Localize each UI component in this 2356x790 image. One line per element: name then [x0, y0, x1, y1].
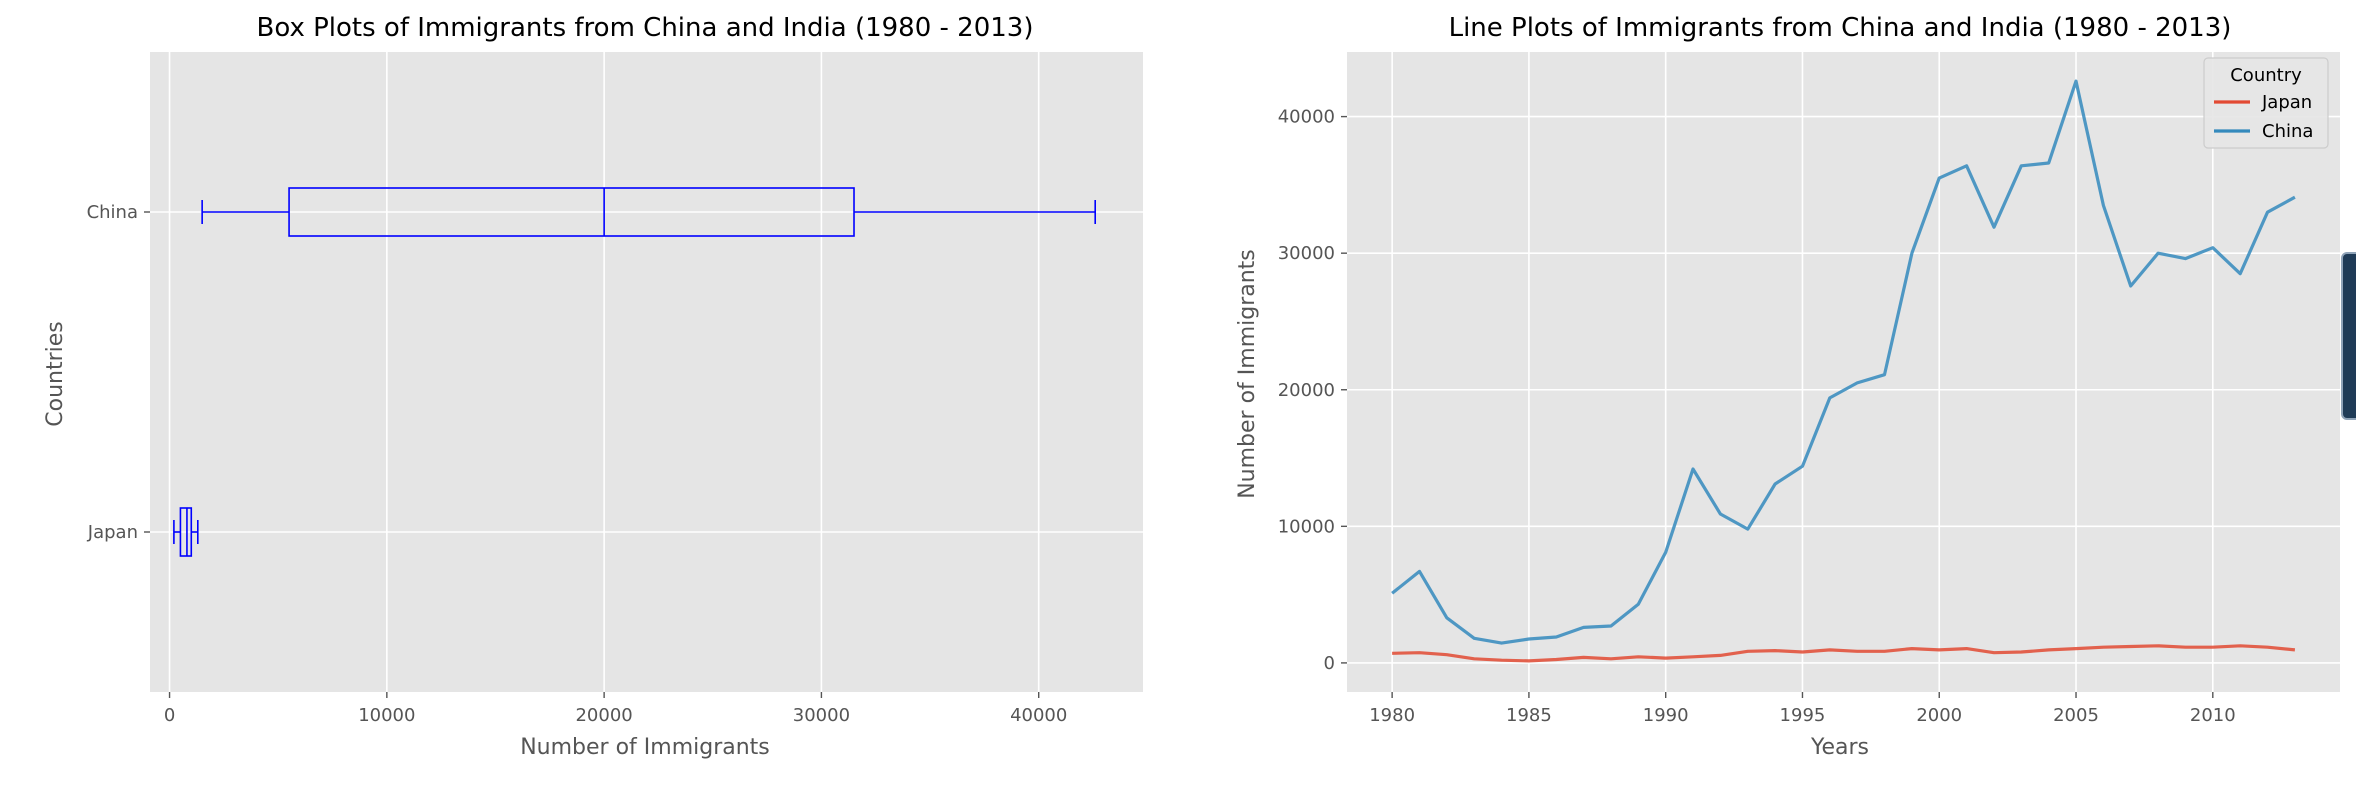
box-iqr [288, 187, 855, 237]
box-x-tick-label: 20000 [575, 705, 632, 726]
series-line-japan [1392, 644, 2296, 663]
box-plot-area: 0 10000 20000 30000 40000 Japan China [87, 52, 1143, 726]
side-panel-tab[interactable] [2341, 252, 2356, 420]
box-y-tick-label: China [87, 202, 138, 223]
box-y-tick-label: Japan [87, 522, 138, 543]
box-japan [173, 507, 199, 557]
legend-title: Country [2230, 65, 2302, 86]
box-plot-background [150, 52, 1143, 692]
box-y-axis-label: Countries [43, 321, 68, 427]
line-x-tick-label: 2000 [1916, 705, 1962, 726]
line-y-tick-label: 10000 [1278, 516, 1335, 537]
legend: Country Japan China [2203, 57, 2329, 149]
series-line-china [1391, 79, 2296, 645]
line-chart-title: Line Plots of Immigrants from China and … [1449, 13, 2232, 43]
line-x-tick-label: 1995 [1780, 705, 1826, 726]
box-x-tick-label: 30000 [793, 705, 850, 726]
box-x-axis-label: Number of Immigrants [520, 735, 770, 760]
line-x-tick-label: 1985 [1506, 705, 1552, 726]
box-china [201, 187, 1096, 237]
line-x-tick-label: 2010 [2190, 705, 2236, 726]
legend-label-japan: Japan [2261, 92, 2312, 113]
box-x-tick-label: 10000 [358, 705, 415, 726]
line-y-tick-label: 30000 [1278, 243, 1335, 264]
line-x-tick-label: 1980 [1369, 705, 1415, 726]
line-y-axis-label: Number of Immigrants [1235, 249, 1260, 499]
line-x-axis-label: Years [1810, 735, 1869, 760]
line-y-tick-label: 40000 [1278, 107, 1335, 128]
line-x-tick-label: 1990 [1643, 705, 1689, 726]
box-x-tick-label: 0 [164, 705, 175, 726]
line-y-tick-label: 20000 [1278, 380, 1335, 401]
line-y-tick-label: 0 [1324, 653, 1335, 674]
legend-label-china: China [2262, 121, 2313, 142]
box-x-tick-label: 40000 [1010, 705, 1067, 726]
box-chart-title: Box Plots of Immigrants from China and I… [257, 13, 1034, 43]
line-plot-background [1347, 52, 2340, 692]
box-iqr [179, 507, 193, 557]
line-x-tick-label: 2005 [2053, 705, 2099, 726]
legend-box [2203, 57, 2329, 149]
line-plot-area: 1980 1985 1990 1995 2000 2005 2010 0 10000 20000 3… [1278, 52, 2340, 726]
